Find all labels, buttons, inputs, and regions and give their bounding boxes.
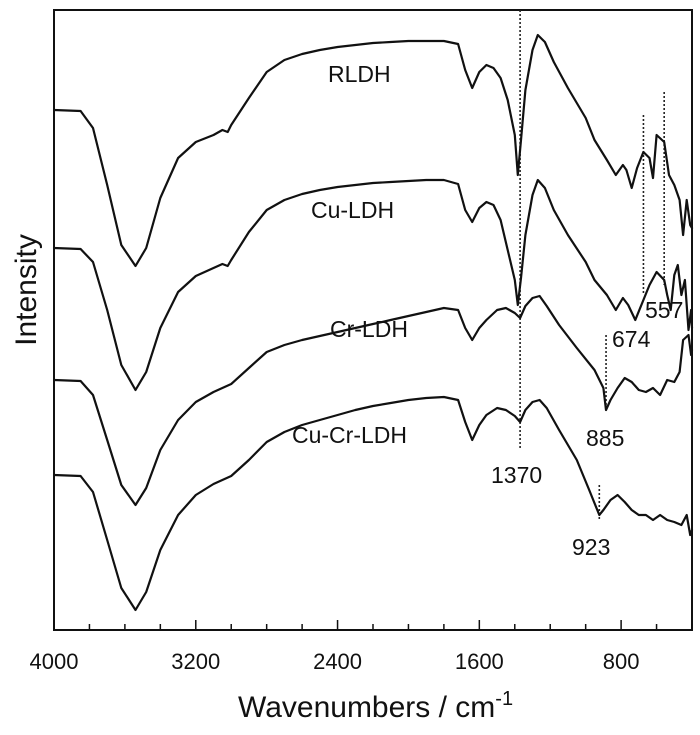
series-line-cu-ldh bbox=[52, 178, 694, 392]
spectra-series bbox=[52, 33, 694, 612]
series-label-cu-cr-ldh: Cu-Cr-LDH bbox=[292, 422, 407, 448]
x-tick-label: 800 bbox=[603, 649, 640, 674]
peak-label-674: 674 bbox=[612, 326, 651, 352]
x-tick-label: 2400 bbox=[313, 649, 362, 674]
series-label-cu-ldh: Cu-LDH bbox=[311, 197, 394, 223]
peak-label-885: 885 bbox=[586, 425, 624, 451]
x-axis-ticks bbox=[53, 620, 693, 630]
peak-guide-lines bbox=[519, 10, 665, 520]
x-axis-title-superscript: -1 bbox=[495, 688, 513, 710]
peak-label-557: 557 bbox=[645, 297, 683, 323]
x-tick-label: 1600 bbox=[455, 649, 504, 674]
x-tick-label: 4000 bbox=[30, 649, 79, 674]
series-line-cu-cr-ldh bbox=[52, 395, 694, 612]
peak-labels: 1370 885 923 674 557 bbox=[491, 297, 683, 560]
series-line-rldh bbox=[52, 33, 694, 268]
series-labels: RLDH Cu-LDH Cr-LDH Cu-Cr-LDH bbox=[292, 61, 408, 448]
series-label-cr-ldh: Cr-LDH bbox=[330, 316, 408, 342]
series-label-rldh: RLDH bbox=[328, 61, 391, 87]
x-axis-tick-labels: 4000 3200 2400 1600 800 bbox=[30, 649, 640, 674]
x-axis-title: Wavenumbers / cm-1 bbox=[238, 688, 513, 724]
series-line-cr-ldh bbox=[52, 294, 694, 507]
x-axis-title-main: Wavenumbers / cm bbox=[238, 691, 495, 724]
peak-label-923: 923 bbox=[572, 534, 610, 560]
x-tick-label: 3200 bbox=[171, 649, 220, 674]
peak-label-1370: 1370 bbox=[491, 462, 542, 488]
y-axis-title: Intensity bbox=[10, 234, 43, 346]
